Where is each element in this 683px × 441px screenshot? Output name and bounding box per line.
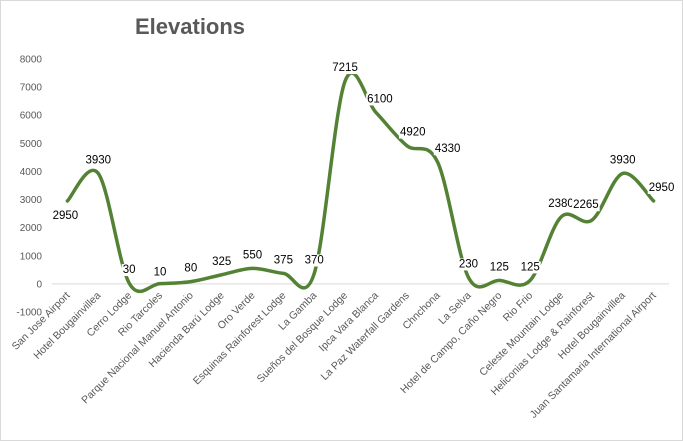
data-label-bg	[84, 154, 113, 167]
data-label: 80	[184, 263, 197, 275]
data-label: 10	[154, 267, 167, 279]
data-labels: 2950 3930 30 10 80 325 550 375 370 7215 6100 4920 43…	[51, 62, 676, 279]
data-label: 3930	[85, 154, 111, 166]
y-tick-label: -1000	[16, 308, 42, 319]
y-tick-label: 6000	[20, 111, 43, 122]
data-label-bg	[51, 209, 80, 222]
data-label: 370	[305, 254, 324, 266]
data-label-bg	[608, 154, 637, 167]
data-label: 2950	[53, 210, 79, 222]
data-label-bg	[241, 249, 264, 262]
y-axis: -1000 0 1000 2000 3000 4000 5000 6000 7000 8000	[16, 55, 42, 319]
series-line	[65, 71, 656, 294]
chart-title: Elevations	[135, 14, 246, 39]
x-tick-label: Parque Nacional Manuel Antonio	[79, 290, 196, 407]
data-label: 6100	[367, 93, 393, 105]
data-label: 2380	[548, 198, 574, 210]
data-label: 230	[459, 258, 478, 270]
y-tick-label: 5000	[20, 139, 43, 150]
data-label-bg	[303, 254, 325, 267]
data-label: 550	[243, 249, 262, 261]
y-tick-label: 3000	[20, 195, 43, 206]
data-label: 30	[123, 264, 136, 276]
y-tick-label: 0	[36, 279, 42, 290]
data-label-bg	[121, 264, 137, 277]
data-label: 325	[212, 256, 231, 268]
data-label-bg	[152, 266, 168, 279]
data-label-bg	[488, 261, 510, 274]
data-label-bg	[572, 199, 600, 212]
series	[65, 71, 656, 294]
data-label: 3930	[610, 154, 636, 166]
data-label: 2265	[573, 199, 599, 211]
data-label: 4920	[400, 127, 426, 139]
data-label: 2950	[649, 182, 675, 194]
data-label-bg	[272, 254, 294, 267]
data-label-bg	[183, 262, 199, 275]
data-label-bg	[433, 143, 462, 156]
data-label-bg	[547, 197, 575, 210]
data-label-bg	[366, 93, 394, 106]
data-label-bg	[211, 255, 233, 268]
data-label: 4330	[435, 143, 461, 155]
data-label: 7215	[332, 62, 358, 74]
y-tick-label: 1000	[20, 251, 43, 262]
data-label-bg	[647, 181, 676, 194]
data-label-bg	[398, 126, 427, 139]
data-label: 375	[274, 254, 293, 266]
data-label: 125	[521, 261, 540, 273]
y-tick-label: 4000	[20, 167, 43, 178]
y-tick-label: 8000	[20, 55, 43, 66]
data-label-bg	[457, 258, 480, 271]
data-label-bg	[519, 261, 541, 274]
y-tick-label: 7000	[20, 83, 43, 94]
y-tick-label: 2000	[20, 223, 43, 234]
data-label-bg	[331, 62, 359, 75]
data-label: 125	[490, 261, 509, 273]
